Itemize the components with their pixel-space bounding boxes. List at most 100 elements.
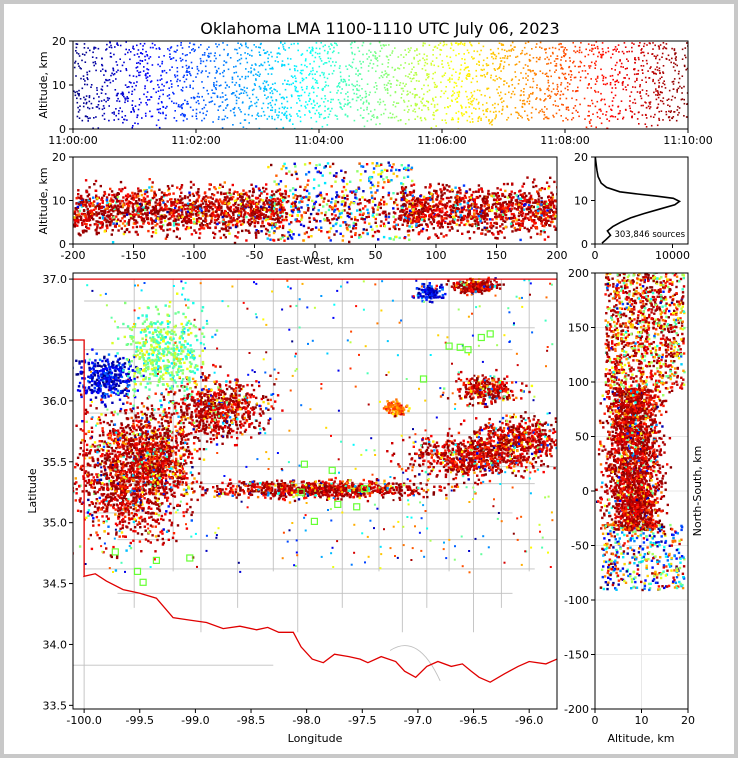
latitude-tick-label: 35.5 xyxy=(43,456,68,469)
ns-tick-label: -200 xyxy=(564,703,589,716)
lma-station-marker xyxy=(456,343,464,351)
north-south-ylabel: North-South, km xyxy=(691,446,704,537)
altitude-tick-label: 20 xyxy=(52,151,66,164)
lma-station-marker xyxy=(310,517,318,526)
lma-stations xyxy=(111,330,494,586)
latitude-tick-label: 34.0 xyxy=(43,638,68,651)
east-west-ylabel: Altitude, km xyxy=(37,167,50,234)
ew-tick-label: 150 xyxy=(486,249,507,262)
latitude-tick-label: 36.5 xyxy=(43,334,68,347)
altitude-tick-label: 10 xyxy=(635,714,649,727)
lma-station-marker xyxy=(419,375,428,383)
time-height-sources xyxy=(73,41,688,129)
lma-station-marker xyxy=(297,488,305,496)
latitude-tick-label: 36.0 xyxy=(43,395,68,408)
longitude-tick-label: -99.0 xyxy=(181,714,209,727)
lma-station-marker xyxy=(133,567,142,576)
east-west-ticks: -200 -150 -100 -50 0 50 100 150 200 0 10 20 xyxy=(52,151,568,262)
time-tick-label: 11:06:00 xyxy=(417,134,466,147)
altitude-histogram-panel: 0 10000 0 10 20 303,846 sources xyxy=(574,151,690,262)
ew-tick-label: -50 xyxy=(246,249,264,262)
altitude-tick-label: 10 xyxy=(52,79,66,92)
longitude-tick-label: -96.0 xyxy=(515,714,543,727)
latitude-tick-label: 37.0 xyxy=(43,273,68,286)
histogram-profile-line xyxy=(594,156,682,244)
count-tick-label: 10000 xyxy=(655,249,690,262)
time-tick-label: 11:04:00 xyxy=(294,134,343,147)
altitude-tick-label: 20 xyxy=(574,151,588,164)
lma-figure: Oklahoma LMA 1100-1110 UTC July 06, 2023… xyxy=(26,19,713,745)
north-south-xlabel: Altitude, km xyxy=(607,732,674,745)
lma-station-marker xyxy=(300,460,308,468)
ew-tick-label: 50 xyxy=(369,249,383,262)
time-tick-label: 11:00:00 xyxy=(48,134,97,147)
longitude-tick-label: -96.5 xyxy=(459,714,487,727)
east-west-sources xyxy=(73,161,557,244)
plan-view-axes xyxy=(72,272,558,710)
lma-station-marker xyxy=(186,554,194,562)
figure-title: Oklahoma LMA 1100-1110 UTC July 06, 2023 xyxy=(200,19,559,38)
longitude-tick-label: -98.5 xyxy=(237,714,265,727)
altitude-tick-label: 20 xyxy=(52,35,66,48)
altitude-tick-label: 0 xyxy=(59,238,66,251)
figure-frame: Oklahoma LMA 1100-1110 UTC July 06, 2023… xyxy=(4,4,734,754)
north-south-panel: 0 10 20 -200 -150 -100 -50 0 50 100 150 200 Altitud… xyxy=(564,267,704,745)
state-border xyxy=(73,278,557,683)
north-south-ticks: 0 10 20 -200 -150 -100 -50 0 50 100 150 200 xyxy=(564,267,695,727)
ns-tick-label: 50 xyxy=(575,431,589,444)
lma-station-marker xyxy=(353,503,361,511)
altitude-tick-label: 0 xyxy=(581,238,588,251)
lma-station-marker xyxy=(111,548,119,556)
altitude-tick-label: 10 xyxy=(574,195,588,208)
histogram-ticks: 0 10000 0 10 20 xyxy=(574,151,690,262)
altitude-tick-label: 10 xyxy=(52,195,66,208)
ew-tick-label: -100 xyxy=(182,249,207,262)
longitude-tick-label: -99.5 xyxy=(126,714,154,727)
lma-station-marker xyxy=(445,342,453,350)
time-height-panel: 11:00:00 11:02:00 11:04:00 11:06:00 11:08:00… xyxy=(37,35,713,147)
time-height-ylabel: Altitude, km xyxy=(37,51,50,118)
ns-tick-label: 150 xyxy=(568,322,589,335)
latitude-tick-label: 34.5 xyxy=(43,578,68,591)
ew-tick-label: 0 xyxy=(312,249,319,262)
altitude-tick-label: 0 xyxy=(592,714,599,727)
north-south-sources xyxy=(595,273,686,592)
source-count-annotation: 303,846 sources xyxy=(614,230,685,240)
altitude-tick-label: 20 xyxy=(681,714,695,727)
east-west-panel: -200 -150 -100 -50 0 50 100 150 200 0 10 20 East-We… xyxy=(37,151,568,267)
longitude-tick-label: -97.0 xyxy=(404,714,432,727)
longitude-tick-label: -100.0 xyxy=(66,714,101,727)
time-tick-label: 11:02:00 xyxy=(171,134,220,147)
time-height-ticks: 11:00:00 11:02:00 11:04:00 11:06:00 11:08:00… xyxy=(48,35,712,147)
longitude-tick-label: -97.5 xyxy=(348,714,376,727)
lma-station-marker xyxy=(477,333,485,342)
plan-view-ticks: -100.0 -99.5 -99.0 -98.5 -98.0 -97.5 -97.0 -96.… xyxy=(43,273,544,727)
count-tick-label: 0 xyxy=(592,249,599,262)
ns-tick-label: 0 xyxy=(582,485,589,498)
time-tick-label: 11:08:00 xyxy=(540,134,589,147)
plan-view-panel: -100.0 -99.5 -99.0 -98.5 -98.0 -97.5 -97.0 -96.… xyxy=(26,272,558,745)
ew-tick-label: 100 xyxy=(426,249,447,262)
ew-tick-label: -200 xyxy=(61,249,86,262)
plan-view-sources xyxy=(73,276,557,574)
east-west-xlabel: East-West, km xyxy=(276,254,354,267)
ew-tick-label: 200 xyxy=(547,249,568,262)
ns-tick-label: 100 xyxy=(568,376,589,389)
plan-view-ylabel: Latitude xyxy=(26,468,39,514)
plan-view-xlabel: Longitude xyxy=(288,732,343,745)
lma-station-marker xyxy=(464,346,472,354)
altitude-tick-label: 0 xyxy=(59,123,66,136)
lma-station-marker xyxy=(328,466,336,474)
lma-station-marker xyxy=(139,578,147,586)
latitude-tick-label: 33.5 xyxy=(43,699,68,712)
ew-tick-label: -150 xyxy=(121,249,146,262)
latitude-tick-label: 35.0 xyxy=(43,517,68,530)
ns-tick-label: -100 xyxy=(564,594,589,607)
ns-tick-label: -150 xyxy=(564,649,589,662)
time-tick-label: 11:10:00 xyxy=(663,134,712,147)
ns-tick-label: 200 xyxy=(568,267,589,280)
ns-tick-label: -50 xyxy=(571,540,589,553)
lma-station-marker xyxy=(334,500,342,508)
lma-station-marker xyxy=(486,330,494,338)
longitude-tick-label: -98.0 xyxy=(292,714,320,727)
